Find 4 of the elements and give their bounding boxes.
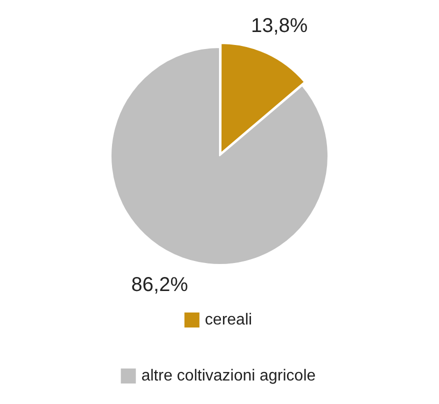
data-label: 86,2% (131, 274, 188, 296)
legend-label: altre coltivazioni agricole (141, 367, 316, 384)
data-label: 13,8% (251, 15, 308, 38)
legend-label: cereali (204, 311, 252, 328)
